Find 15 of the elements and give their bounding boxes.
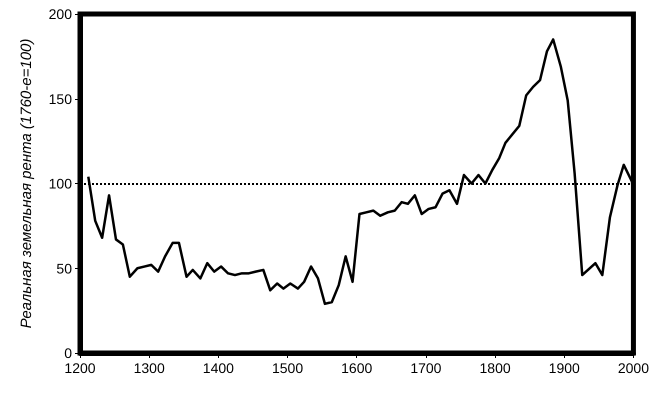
y-tick-label: 150	[48, 90, 72, 107]
x-tick-label: 1200	[64, 360, 96, 376]
y-tick-label: 0	[64, 345, 72, 361]
x-tick-label: 1300	[134, 360, 165, 376]
x-tick-label: 2000	[618, 360, 650, 376]
x-tick-label: 1900	[548, 360, 580, 376]
x-tick-label: 1600	[341, 360, 372, 376]
y-axis-title: Реальная земельная рента (1760-е=100)	[18, 38, 35, 328]
y-tick-label: 50	[56, 260, 72, 276]
y-tick-label: 200	[48, 6, 72, 22]
x-tick-label: 1700	[410, 360, 442, 376]
x-tick-label: 1500	[272, 360, 304, 376]
y-tick-label: 100	[48, 176, 72, 192]
x-tick-label: 1400	[202, 360, 234, 376]
x-tick-label: 1800	[479, 360, 511, 376]
